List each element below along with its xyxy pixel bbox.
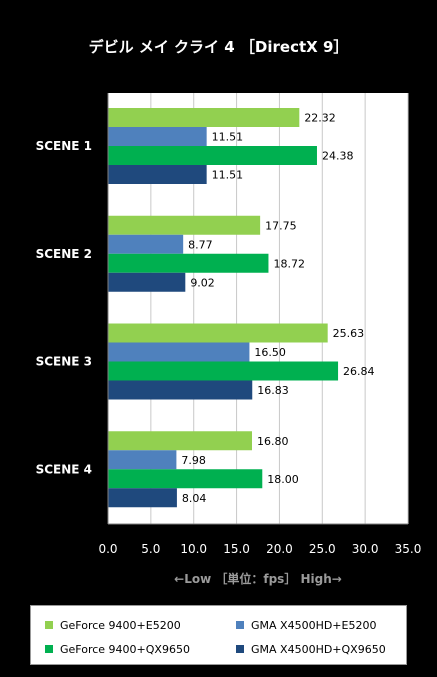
data-label: 16.80 <box>257 435 289 448</box>
x-tick-label: 10.0 <box>180 542 207 556</box>
legend-swatch <box>45 621 53 629</box>
x-tick-label: 35.0 <box>395 542 422 556</box>
x-tick-label: 25.0 <box>309 542 336 556</box>
chart-title: デビル メイ クライ 4 ［DirectX 9］ <box>88 38 349 56</box>
bar <box>108 450 177 470</box>
data-label: 24.38 <box>322 150 354 163</box>
category-label: SCENE 2 <box>36 247 92 261</box>
data-label: 16.50 <box>254 346 286 359</box>
data-label: 11.51 <box>212 169 244 182</box>
data-label: 17.75 <box>265 219 297 232</box>
category-label: SCENE 1 <box>36 139 92 153</box>
bar <box>108 234 184 254</box>
legend-item: GMA X4500HD+QX9650 <box>236 643 386 657</box>
x-tick-label: 20.0 <box>266 542 293 556</box>
bar <box>108 488 177 508</box>
x-tick-label: 15.0 <box>223 542 250 556</box>
bar <box>108 361 339 381</box>
x-axis-label: ←Low ［単位：fps］ High→ <box>174 572 342 586</box>
legend-label: GeForce 9400+QX9650 <box>60 643 190 656</box>
legend-item: GeForce 9400+QX9650 <box>45 643 190 657</box>
data-label: 8.04 <box>182 492 207 505</box>
legend-label: GMA X4500HD+E5200 <box>251 619 377 632</box>
data-label: 22.32 <box>304 112 336 125</box>
data-label: 16.83 <box>257 384 289 397</box>
legend-swatch <box>236 645 244 653</box>
bar <box>108 165 207 184</box>
legend-label: GeForce 9400+E5200 <box>60 619 181 632</box>
bar <box>108 431 252 451</box>
x-tick-label: 0.0 <box>98 542 117 556</box>
data-label: 18.00 <box>267 473 299 486</box>
bar <box>108 215 261 235</box>
legend-item: GeForce 9400+E5200 <box>45 619 181 633</box>
data-label: 11.51 <box>212 131 244 144</box>
legend-item: GMA X4500HD+E5200 <box>236 619 376 633</box>
bar <box>108 127 207 146</box>
x-tick-label: 30.0 <box>352 542 379 556</box>
bar <box>108 342 250 362</box>
bar <box>108 380 253 400</box>
data-label: 25.63 <box>333 327 365 340</box>
bar <box>108 469 263 489</box>
legend-label: GMA X4500HD+QX9650 <box>251 643 386 656</box>
bar <box>108 272 186 292</box>
data-label: 9.02 <box>190 276 215 289</box>
bar <box>108 108 300 127</box>
data-label: 7.98 <box>181 454 206 467</box>
legend-swatch <box>45 645 53 653</box>
bar <box>108 146 317 165</box>
data-label: 26.84 <box>343 365 375 378</box>
legend-swatch <box>236 621 244 629</box>
legend: GeForce 9400+E5200 GMA X4500HD+E5200 GeF… <box>30 605 407 665</box>
bar <box>108 253 269 273</box>
bar <box>108 323 328 343</box>
category-label: SCENE 4 <box>36 462 92 476</box>
data-label: 8.77 <box>188 238 213 251</box>
x-tick-label: 5.0 <box>141 542 160 556</box>
data-label: 18.72 <box>273 257 305 270</box>
category-label: SCENE 3 <box>36 355 92 369</box>
